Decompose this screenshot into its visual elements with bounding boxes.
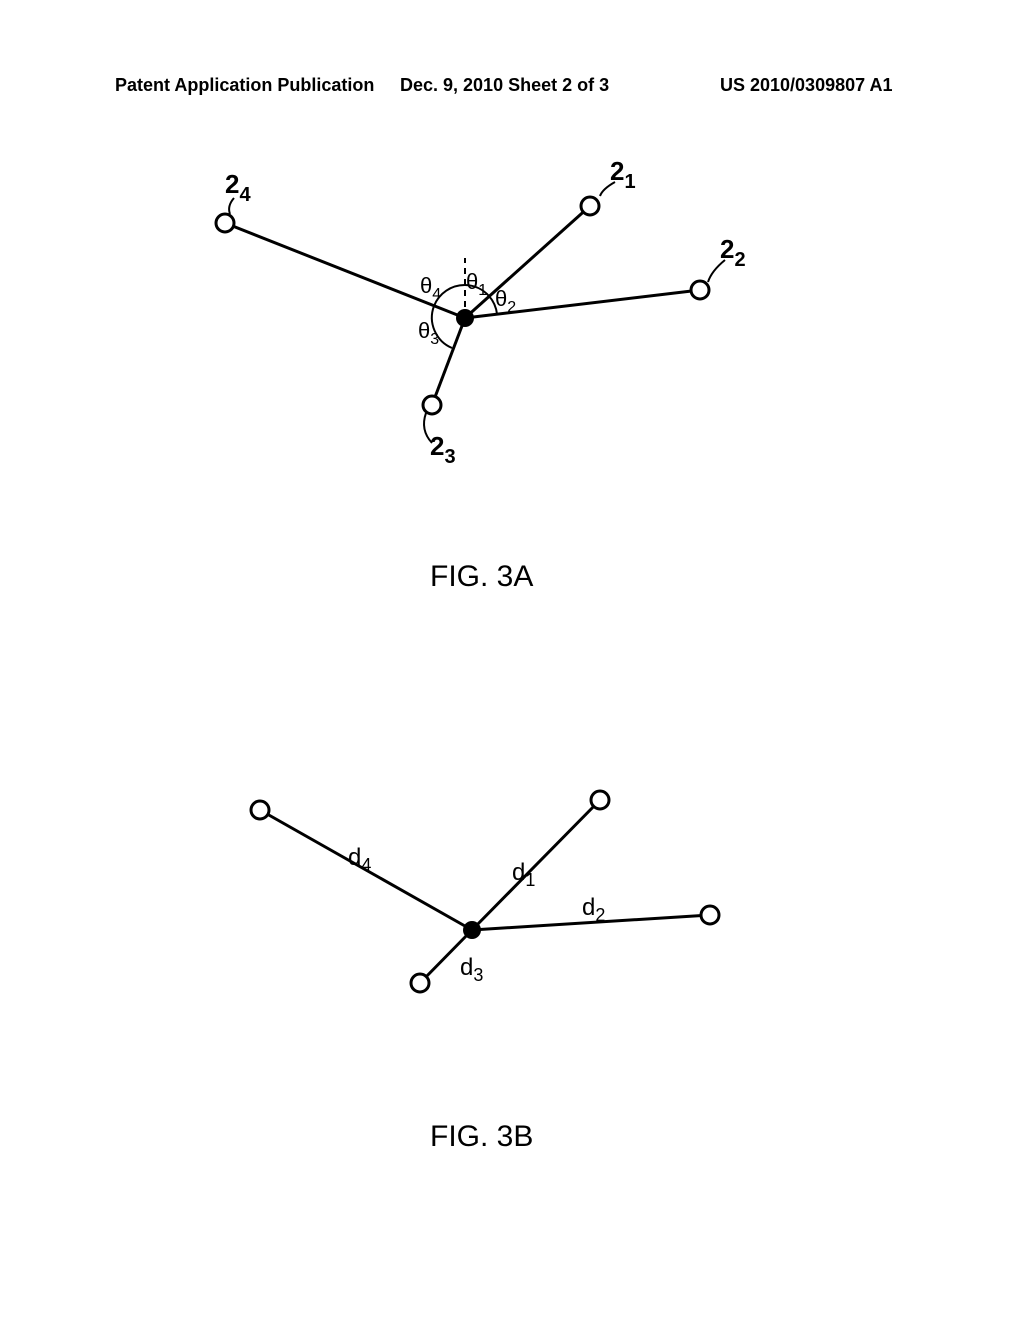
svg-text:θ3: θ3: [418, 318, 439, 348]
svg-text:θ1: θ1: [466, 269, 487, 299]
svg-text:d4: d4: [348, 844, 371, 875]
svg-text:θ2: θ2: [495, 286, 516, 316]
svg-text:d2: d2: [582, 894, 605, 925]
svg-text:23: 23: [430, 431, 456, 468]
svg-text:22: 22: [720, 234, 746, 271]
svg-text:24: 24: [225, 169, 251, 206]
svg-text:d3: d3: [460, 954, 483, 985]
svg-text:21: 21: [610, 156, 636, 193]
figure-3b-caption: FIG. 3B: [430, 1120, 533, 1154]
svg-text:θ4: θ4: [420, 273, 441, 303]
figure-3a-caption: FIG. 3A: [430, 560, 533, 594]
svg-text:d1: d1: [512, 859, 535, 890]
